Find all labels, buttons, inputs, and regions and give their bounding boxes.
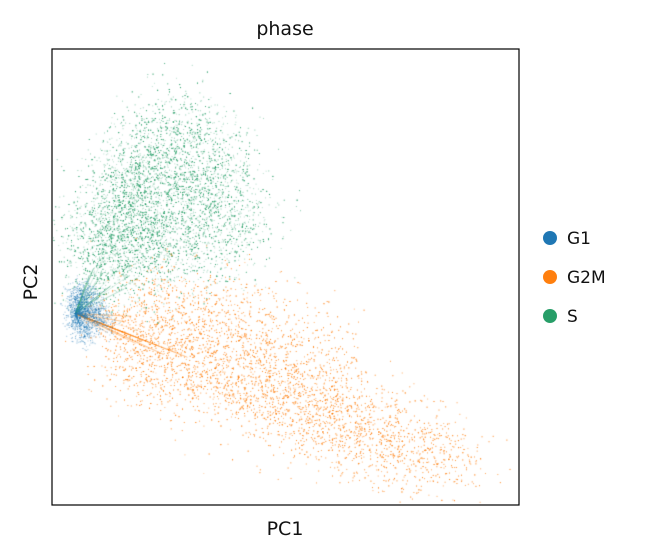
legend-marker-s	[543, 309, 557, 323]
x-axis-label: PC1	[267, 518, 304, 540]
chart-title: phase	[256, 18, 313, 40]
legend: G1 G2M S	[543, 229, 606, 327]
plot-area-cloud	[52, 49, 519, 505]
legend-marker-g2m	[543, 270, 557, 284]
legend-label-g2m: G2M	[567, 268, 606, 288]
legend-marker-g1	[543, 231, 557, 245]
y-axis-label: PC2	[20, 264, 42, 301]
legend-label-g1: G1	[567, 229, 591, 249]
legend-label-s: S	[567, 307, 578, 327]
